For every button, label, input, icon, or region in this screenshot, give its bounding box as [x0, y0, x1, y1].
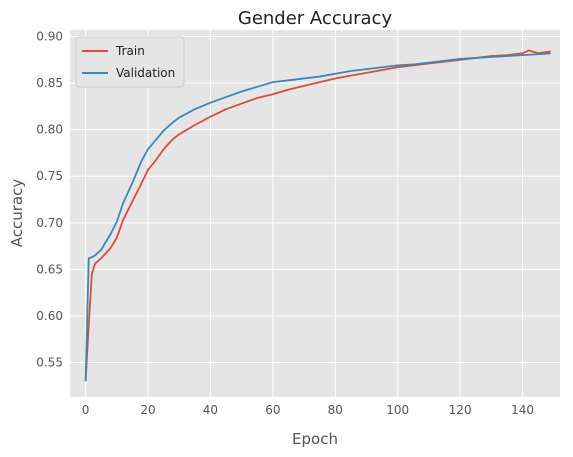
- x-tick-label: 140: [511, 403, 534, 417]
- x-tick-label: 40: [203, 403, 218, 417]
- chart-title: Gender Accuracy: [238, 8, 393, 29]
- legend-label-validation: Validation: [116, 66, 175, 80]
- y-tick-label: 0.85: [36, 76, 63, 90]
- x-axis-label: Epoch: [292, 430, 338, 448]
- legend-box: [75, 36, 185, 88]
- plot-background: [70, 30, 560, 397]
- legend-label-train: Train: [115, 44, 145, 58]
- y-tick-label: 0.75: [36, 169, 63, 183]
- x-axis-ticks: 0 20 40 60 80 100 120 140: [82, 403, 534, 417]
- legend: Train Validation: [75, 36, 185, 88]
- y-tick-label: 0.70: [36, 216, 63, 230]
- y-tick-label: 0.90: [36, 30, 63, 44]
- x-tick-label: 100: [386, 403, 409, 417]
- y-axis-ticks: 0.55 0.60 0.65 0.70 0.75 0.80 0.85 0.90: [36, 30, 63, 370]
- x-tick-label: 60: [265, 403, 280, 417]
- x-tick-label: 80: [328, 403, 343, 417]
- y-tick-label: 0.80: [36, 123, 63, 137]
- x-tick-label: 0: [82, 403, 90, 417]
- series-line-validation: [84, 52, 551, 382]
- x-tick-label: 120: [449, 403, 472, 417]
- y-axis-label: Accuracy: [8, 179, 26, 248]
- y-tick-label: 0.55: [36, 356, 63, 370]
- x-tick-label: 20: [140, 403, 155, 417]
- series-layer: [84, 49, 551, 382]
- y-tick-label: 0.65: [36, 262, 63, 276]
- y-tick-label: 0.60: [36, 309, 63, 323]
